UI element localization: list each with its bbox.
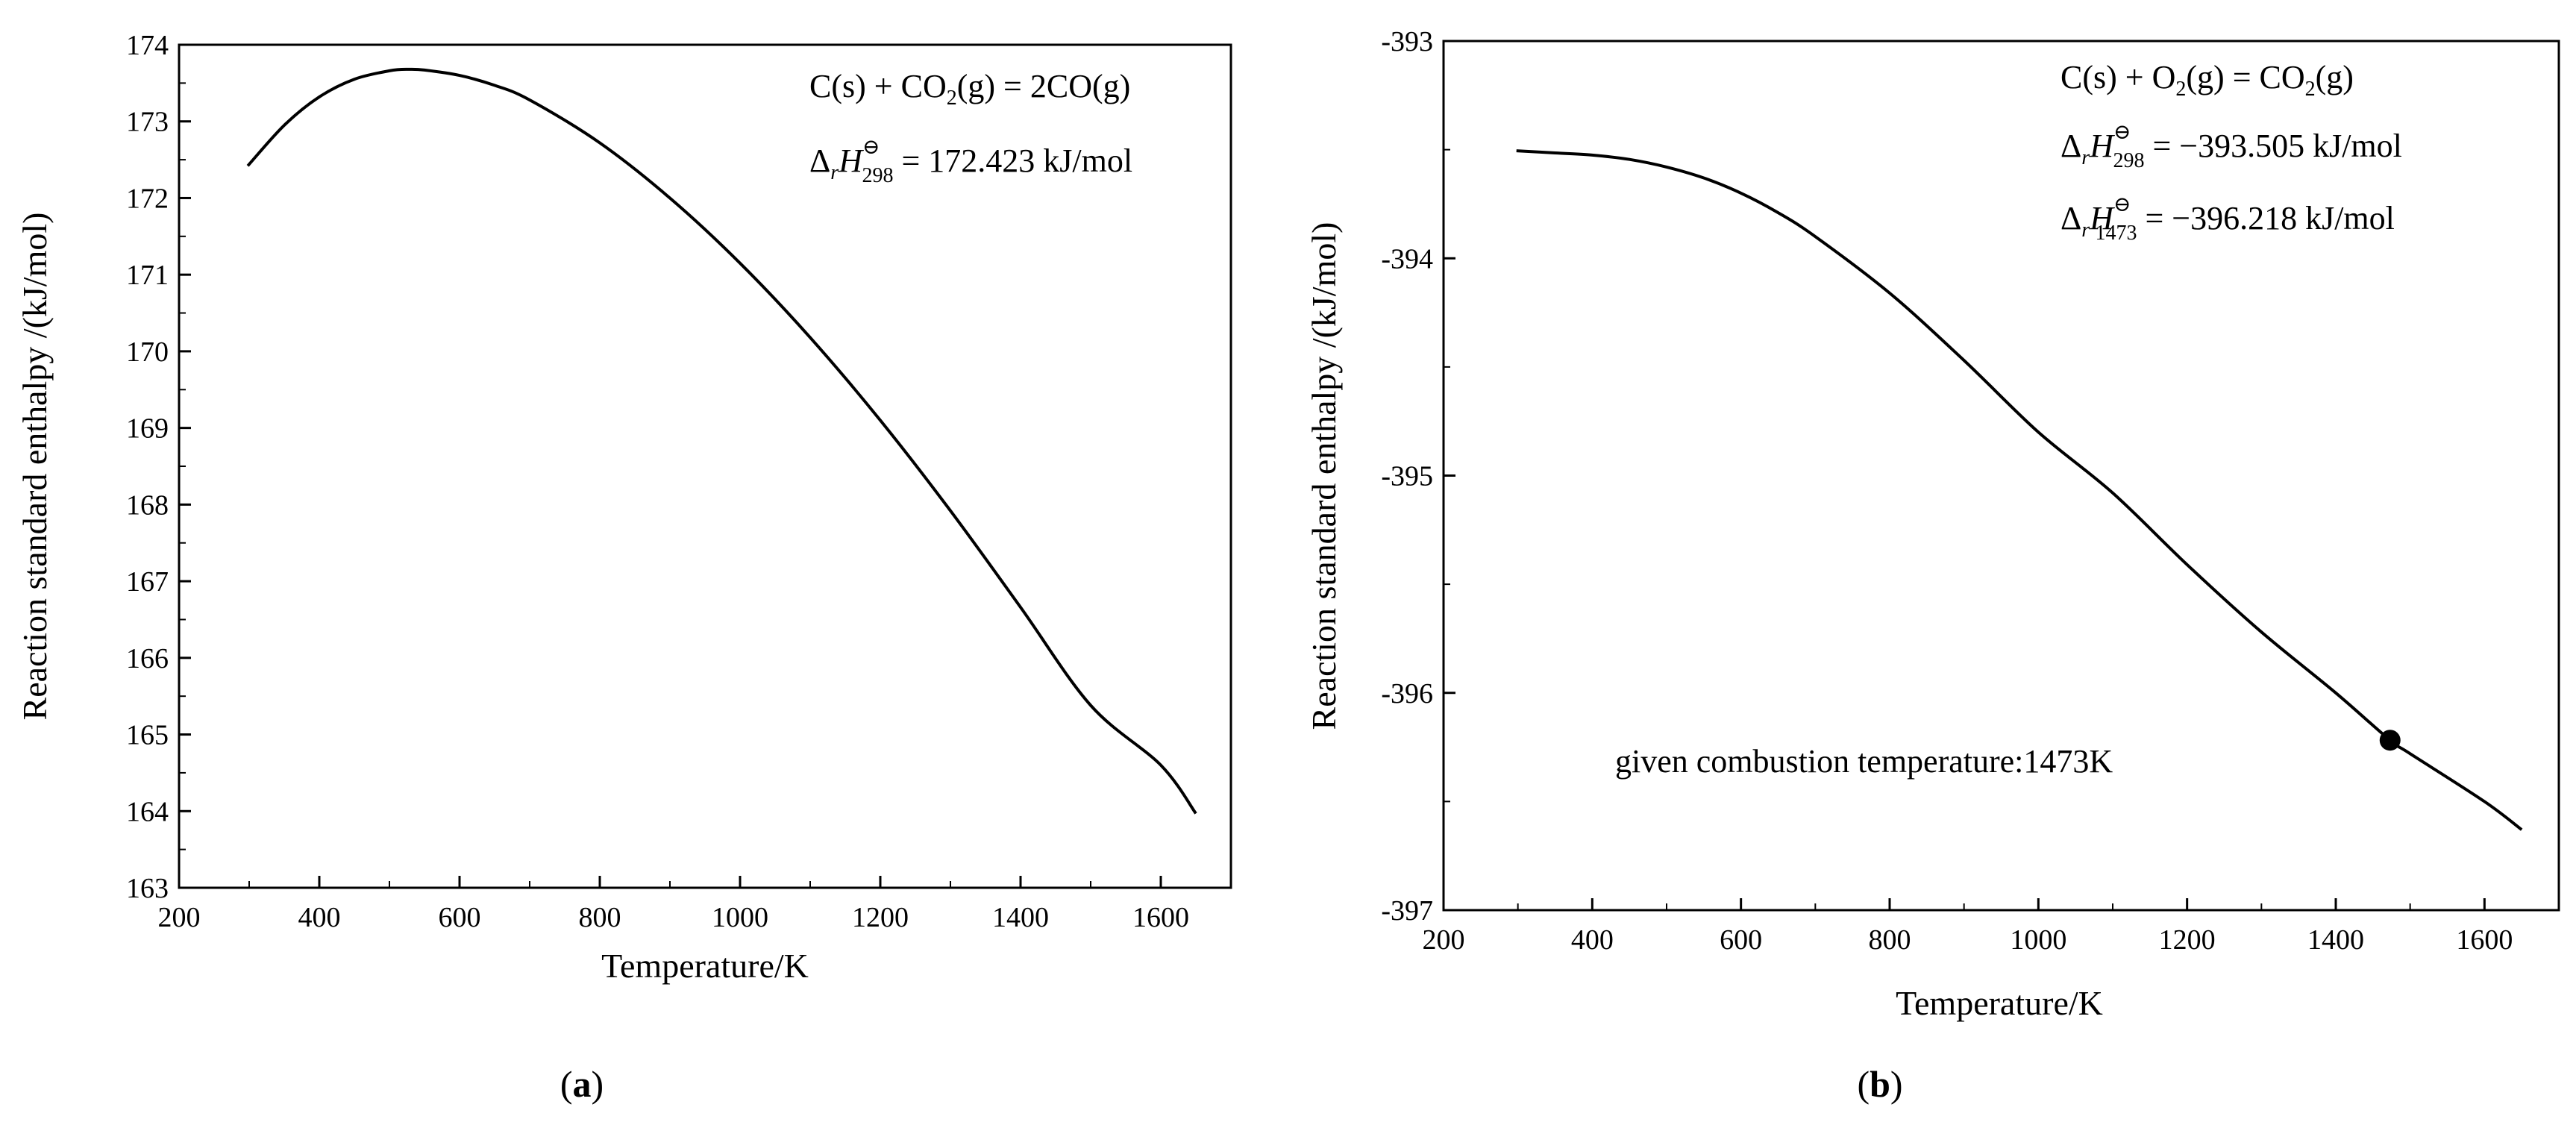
y-tick-label-a-168: 168 bbox=[126, 489, 169, 521]
y-tick-label-a-172: 172 bbox=[126, 183, 169, 214]
marker-1473k bbox=[2379, 730, 2401, 751]
x-axis-title-b: Temperature/K bbox=[1896, 984, 2103, 1022]
panel-label-b: (b) bbox=[1857, 1063, 1902, 1105]
chart-a: 200 400 600 800 1000 1200 1400 1600 16316416516… bbox=[16, 30, 1232, 1105]
x-tick-label-a-1400: 1400 bbox=[992, 902, 1049, 933]
enthalpy-annotation-a-298: ΔrH⊖ 298 = 172.423 kJ/mol bbox=[809, 136, 1132, 187]
chart-b: 200 400 600 800 1000 1200 1400 1600 -397-396-39… bbox=[1305, 26, 2560, 1105]
reaction-equation-a: C(s) + CO2(g) = 2CO(g) bbox=[809, 68, 1130, 110]
plot-frame-b bbox=[1442, 40, 2560, 912]
x-axis-title-a: Temperature/K bbox=[601, 947, 809, 985]
y-tick-label-b--396: -396 bbox=[1381, 678, 1433, 709]
reaction-equation-b: C(s) + O2(g) = CO2(g) bbox=[2061, 59, 2354, 101]
x-tick-label-a-800: 800 bbox=[579, 902, 621, 933]
y-tick-label-b--397: -397 bbox=[1381, 895, 1433, 927]
y-tick-label-b--395: -395 bbox=[1381, 461, 1433, 492]
axis-ticks-b bbox=[1442, 40, 2486, 912]
x-tick-label-a-600: 600 bbox=[439, 902, 481, 933]
x-tick-labels-a: 200 400 600 800 1000 1200 1400 1600 bbox=[158, 902, 1190, 933]
y-tick-label-a-163: 163 bbox=[126, 873, 169, 904]
x-tick-label-b-800: 800 bbox=[1869, 924, 1911, 956]
x-tick-label-b-1200: 1200 bbox=[2159, 924, 2216, 956]
series-line-a bbox=[246, 67, 1197, 815]
y-tick-label-a-164: 164 bbox=[126, 796, 169, 827]
panel-label-a: (a) bbox=[560, 1063, 604, 1105]
axis-ticks-a bbox=[178, 43, 1162, 889]
x-tick-label-b-1600: 1600 bbox=[2456, 924, 2513, 956]
y-tick-label-a-166: 166 bbox=[126, 643, 169, 674]
y-tick-labels-a: 163 164 165 166 167 168 169 170 171 172 173 174 bbox=[126, 30, 169, 904]
combustion-temperature-note: given combustion temperature:1473K bbox=[1615, 743, 2113, 780]
x-tick-label-a-1200: 1200 bbox=[852, 902, 909, 933]
y-tick-label-a-171: 171 bbox=[126, 260, 169, 291]
x-tick-label-b-1400: 1400 bbox=[2307, 924, 2364, 956]
y-tick-label-a-167: 167 bbox=[126, 566, 169, 598]
y-tick-label-a-174: 174 bbox=[126, 30, 169, 61]
y-tick-label-a-173: 173 bbox=[126, 107, 169, 138]
x-tick-label-a-200: 200 bbox=[158, 902, 201, 933]
y-axis-title-b: Reaction standard enthalpy /(kJ/mol) bbox=[1305, 222, 1343, 730]
enthalpy-annotation-b-298: ΔrH⊖ 298 = −393.505 kJ/mol bbox=[2061, 121, 2402, 172]
y-tick-label-a-170: 170 bbox=[126, 336, 169, 368]
x-tick-label-a-1000: 1000 bbox=[712, 902, 768, 933]
enthalpy-annotation-b-1473: ΔrH⊖ 1473 = −396.218 kJ/mol bbox=[2061, 193, 2395, 245]
x-tick-label-b-600: 600 bbox=[1720, 924, 1762, 956]
y-tick-label-b--393: -393 bbox=[1381, 26, 1433, 57]
x-tick-label-a-400: 400 bbox=[298, 902, 341, 933]
series-line-b bbox=[1516, 149, 2523, 831]
x-tick-labels-b: 200 400 600 800 1000 1200 1400 1600 bbox=[1423, 924, 2513, 956]
y-axis-title-a: Reaction standard enthalpy /(kJ/mol) bbox=[16, 213, 54, 721]
y-tick-labels-b: -397 -396 -395 -394 -393 bbox=[1381, 26, 1433, 927]
x-tick-label-b-200: 200 bbox=[1423, 924, 1465, 956]
x-tick-label-b-1000: 1000 bbox=[2010, 924, 2066, 956]
x-tick-label-a-1600: 1600 bbox=[1132, 902, 1189, 933]
y-tick-label-a-169: 169 bbox=[126, 413, 169, 445]
x-tick-label-b-400: 400 bbox=[1571, 924, 1614, 956]
y-tick-label-a-165: 165 bbox=[126, 720, 169, 751]
y-tick-label-b--394: -394 bbox=[1381, 243, 1433, 275]
